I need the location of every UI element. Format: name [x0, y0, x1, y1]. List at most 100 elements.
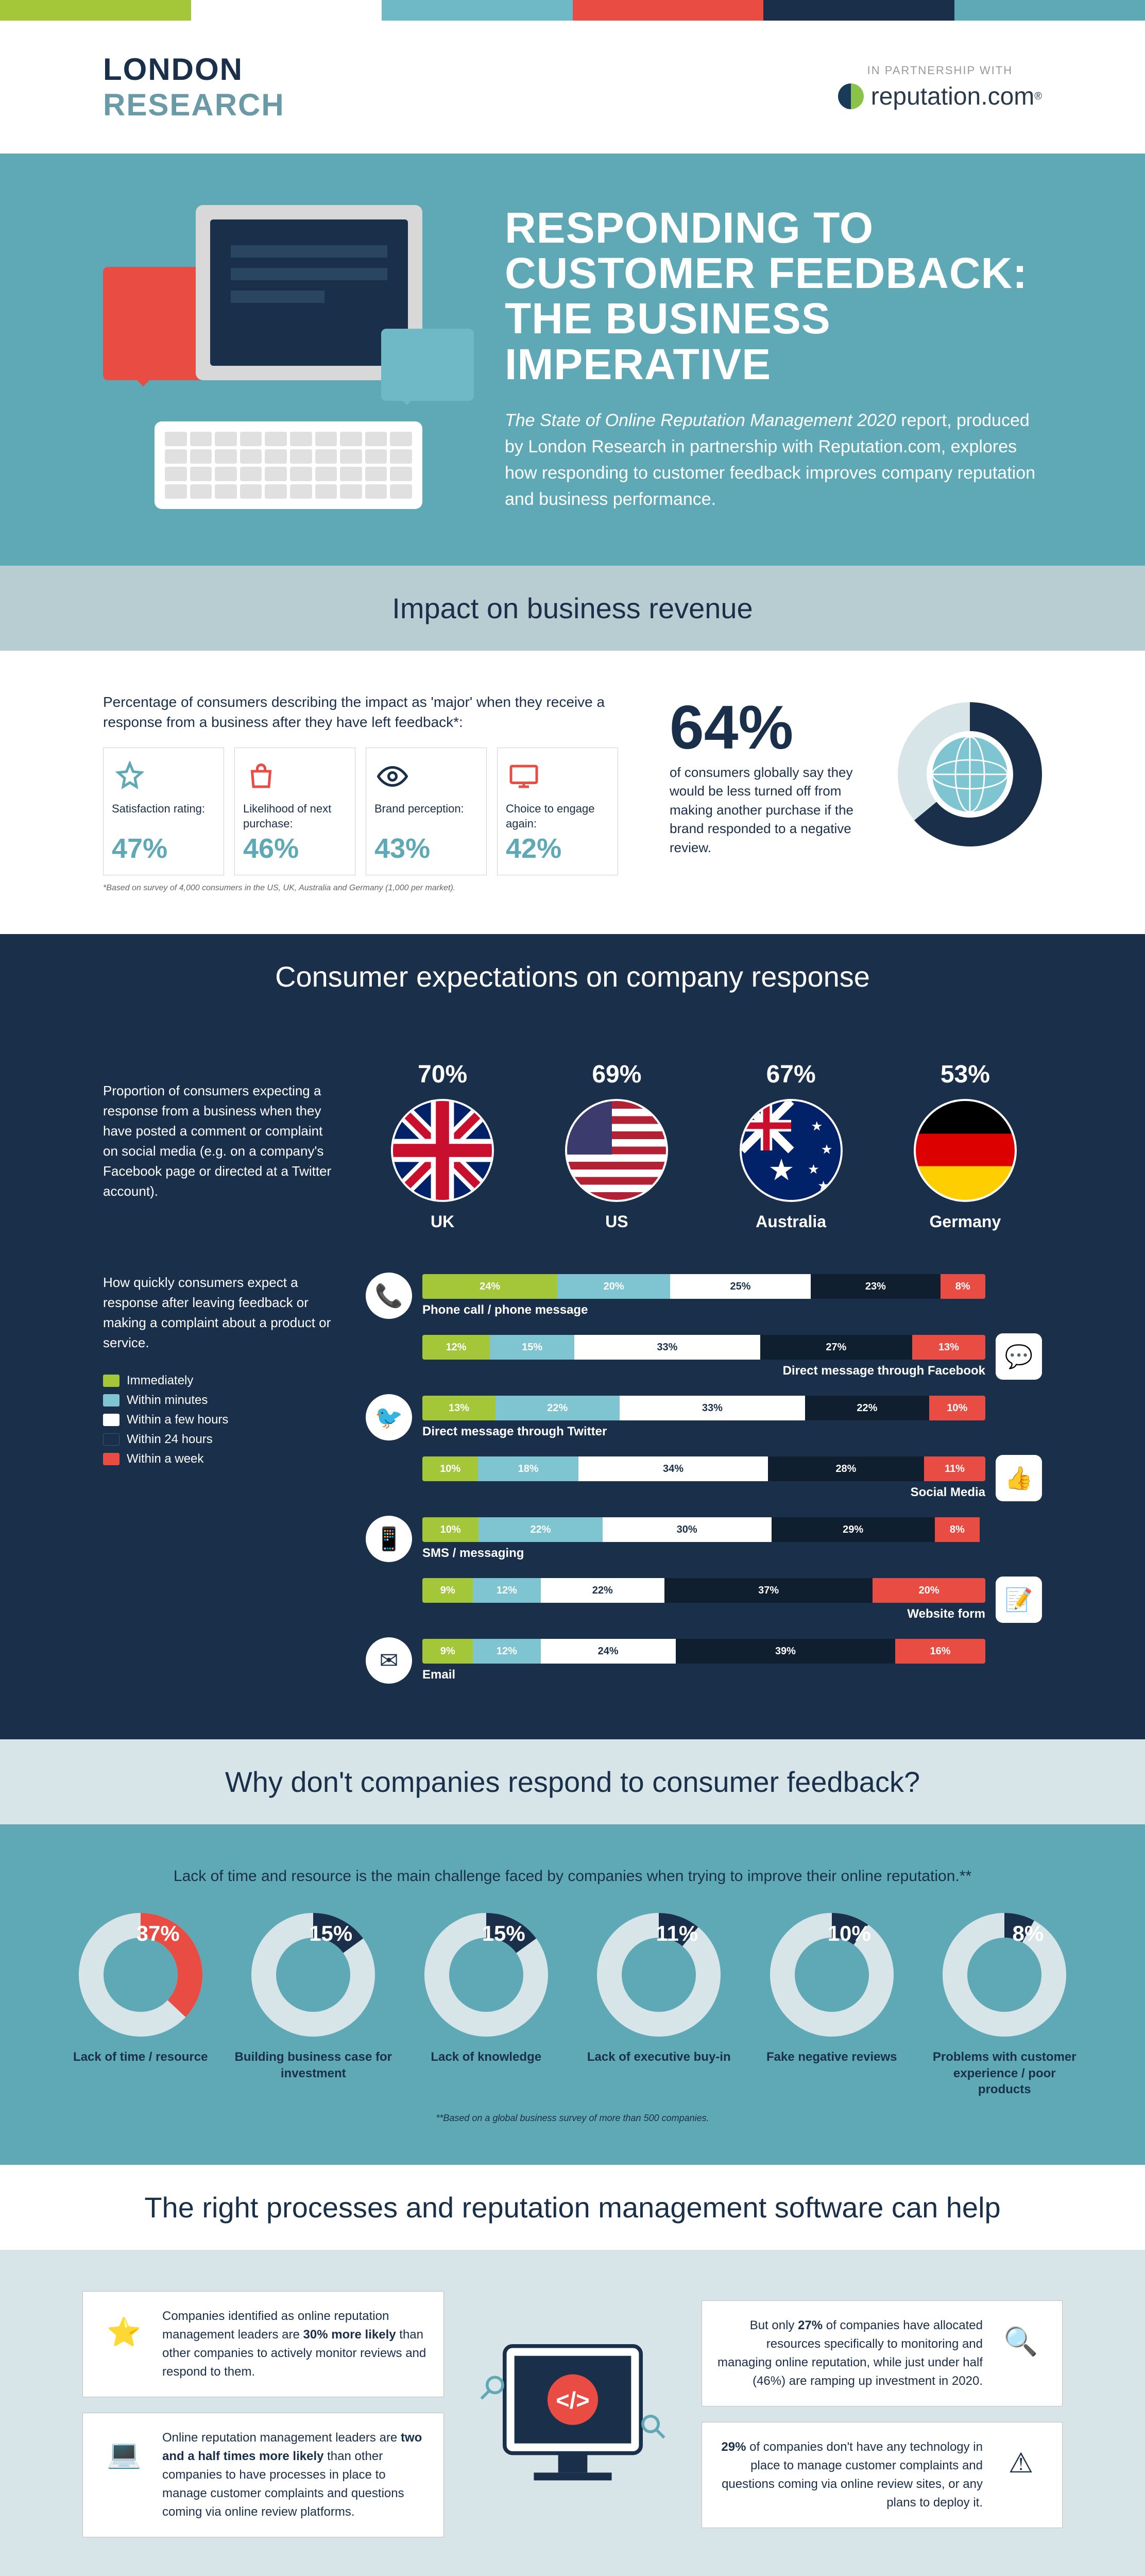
donut-pct: 11% — [656, 1921, 698, 1946]
svg-text:★: ★ — [808, 1162, 819, 1177]
channel-body: 24%20%25%23%8% Phone call / phone message — [422, 1274, 985, 1317]
why-donut-item: 37% Lack of time / resource — [62, 1913, 219, 2097]
flag-pct: 69% — [540, 1060, 693, 1089]
donut-chart: 8% — [943, 1913, 1066, 2037]
donut-pct: 10% — [828, 1921, 871, 1946]
hero-graphic — [103, 205, 464, 514]
bar-segment: 27% — [760, 1335, 912, 1360]
channel-row: 🐦13%22%33%22%10%Direct message through T… — [366, 1394, 1042, 1440]
channels: 📞24%20%25%23%8%Phone call / phone messag… — [366, 1273, 1042, 1698]
donut-label: Problems with customer experience / poor… — [926, 2049, 1084, 2097]
donut-label: Fake negative reviews — [753, 2049, 911, 2065]
donut-pct: 37% — [136, 1921, 180, 1946]
flag-item: 70% UK — [366, 1060, 519, 1231]
donut-chart: 37% — [79, 1913, 202, 2037]
header: LONDON RESEARCH IN PARTNERSHIP WITH repu… — [0, 21, 1145, 154]
channel-label: SMS / messaging — [422, 1546, 985, 1561]
globe-donut-chart — [898, 702, 1042, 846]
donut-pct: 15% — [309, 1921, 352, 1946]
process-icon: 💻 — [98, 2429, 150, 2480]
why-donut-item: 15% Lack of knowledge — [407, 1913, 565, 2097]
channel-bar: 10%18%34%28%11% — [422, 1456, 985, 1481]
channel-bar: 12%15%33%27%13% — [422, 1335, 985, 1360]
impact-note: *Based on survey of 4,000 consumers in t… — [103, 884, 618, 893]
expectations-section: Proportion of consumers expecting a resp… — [0, 1019, 1145, 1739]
bar-segment: 33% — [620, 1396, 806, 1420]
partner-block: IN PARTNERSHIP WITH reputation.com® — [838, 64, 1042, 111]
bar-segment: 24% — [422, 1274, 557, 1299]
section2-title: Consumer expectations on company respons… — [0, 960, 1145, 993]
bar-segment: 8% — [941, 1274, 985, 1299]
legend-swatch — [103, 1433, 119, 1446]
svg-text:★: ★ — [821, 1143, 832, 1157]
flag-pct: 67% — [714, 1060, 868, 1089]
section3-title: Why don't companies respond to consumer … — [0, 1765, 1145, 1799]
process-icon: ⚠ — [995, 2438, 1047, 2489]
channel-label: Social Media — [422, 1485, 985, 1500]
why-intro: Lack of time and resource is the main ch… — [62, 1866, 1083, 1887]
bar-segment: 37% — [664, 1578, 873, 1603]
channel-label: Phone call / phone message — [422, 1303, 985, 1317]
flag-item: 69% US — [540, 1060, 693, 1231]
bar-segment: 28% — [768, 1456, 924, 1481]
bar-segment: 13% — [912, 1335, 985, 1360]
bar-segment: 29% — [772, 1517, 935, 1542]
legend: ImmediatelyWithin minutesWithin a few ho… — [103, 1374, 335, 1466]
card-value: 42% — [506, 833, 609, 865]
bar-segment: 13% — [422, 1396, 495, 1420]
impact-intro: Percentage of consumers describing the i… — [103, 692, 618, 732]
channel-icon: 📝 — [996, 1577, 1042, 1623]
proc-right-col: 🔍 But only 27% of companies have allocat… — [702, 2300, 1063, 2528]
impact-card: Brand perception: 43% — [366, 748, 487, 875]
channel-bar: 9%12%22%37%20% — [422, 1578, 985, 1603]
big-pct-text: of consumers globally say they would be … — [670, 763, 877, 857]
channel-body: 10%22%30%29%8%SMS / messaging — [422, 1517, 985, 1561]
top-color-bar — [0, 0, 1145, 21]
bar-segment: 12% — [473, 1578, 540, 1603]
bar-segment: 18% — [478, 1456, 578, 1481]
desktop-icon — [506, 758, 542, 794]
flag-item: 53% Germany — [888, 1060, 1042, 1231]
partner-label: IN PARTNERSHIP WITH — [838, 64, 1042, 77]
legend-label: Within minutes — [127, 1393, 208, 1408]
impact-section: Percentage of consumers describing the i… — [0, 651, 1145, 934]
donut-pct: 8% — [1013, 1921, 1044, 1946]
donut-pct: 15% — [482, 1921, 525, 1946]
channel-icon: ✉ — [366, 1637, 412, 1684]
channel-icon: 📱 — [366, 1516, 412, 1562]
bar-segment: 10% — [422, 1517, 478, 1542]
donut-chart: 11% — [597, 1913, 721, 2037]
legend-swatch — [103, 1414, 119, 1426]
channel-bar: 24%20%25%23%8% — [422, 1274, 985, 1299]
flag-icon — [391, 1099, 494, 1202]
hero-description: The State of Online Reputation Managemen… — [505, 408, 1042, 513]
process-icon: 🔍 — [995, 2316, 1047, 2368]
logo-line2: RESEARCH — [103, 87, 285, 123]
swirl-icon — [838, 83, 864, 109]
bar-segment: 12% — [422, 1335, 490, 1360]
donut-chart: 15% — [251, 1913, 375, 2037]
why-section: Lack of time and resource is the main ch… — [0, 1824, 1145, 2165]
card-label: Choice to engage again: — [506, 802, 609, 833]
hero-section: RESPONDING TO CUSTOMER FEEDBACK: THE BUS… — [0, 154, 1145, 566]
impact-stat-text: 64% of consumers globally say they would… — [670, 692, 877, 857]
bar-segment: 22% — [541, 1578, 664, 1603]
flags-container: 70% UK69% US67% ★★★★★ Australia53% Germa… — [366, 1060, 1042, 1231]
channel-body: 9%12%22%37%20%Website form — [422, 1578, 985, 1621]
bar-segment: 10% — [929, 1396, 985, 1420]
bar-segment: 16% — [895, 1639, 985, 1664]
london-research-logo: LONDON RESEARCH — [103, 52, 285, 123]
legend-item: Immediately — [103, 1374, 335, 1388]
flags-intro: Proportion of consumers expecting a resp… — [103, 1060, 335, 1201]
legend-swatch — [103, 1453, 119, 1465]
channel-icon: 💬 — [996, 1333, 1042, 1380]
flag-pct: 53% — [888, 1060, 1042, 1089]
big-percentage: 64% — [670, 692, 877, 763]
flag-name: Australia — [714, 1212, 868, 1231]
bar-segment: 34% — [578, 1456, 768, 1481]
legend-item: Within a week — [103, 1452, 335, 1466]
donut-label: Building business case for investment — [235, 2049, 392, 2081]
bar-segment: 20% — [557, 1274, 670, 1299]
legend-label: Within 24 hours — [127, 1432, 213, 1447]
channel-row: 📞24%20%25%23%8%Phone call / phone messag… — [366, 1273, 1042, 1319]
